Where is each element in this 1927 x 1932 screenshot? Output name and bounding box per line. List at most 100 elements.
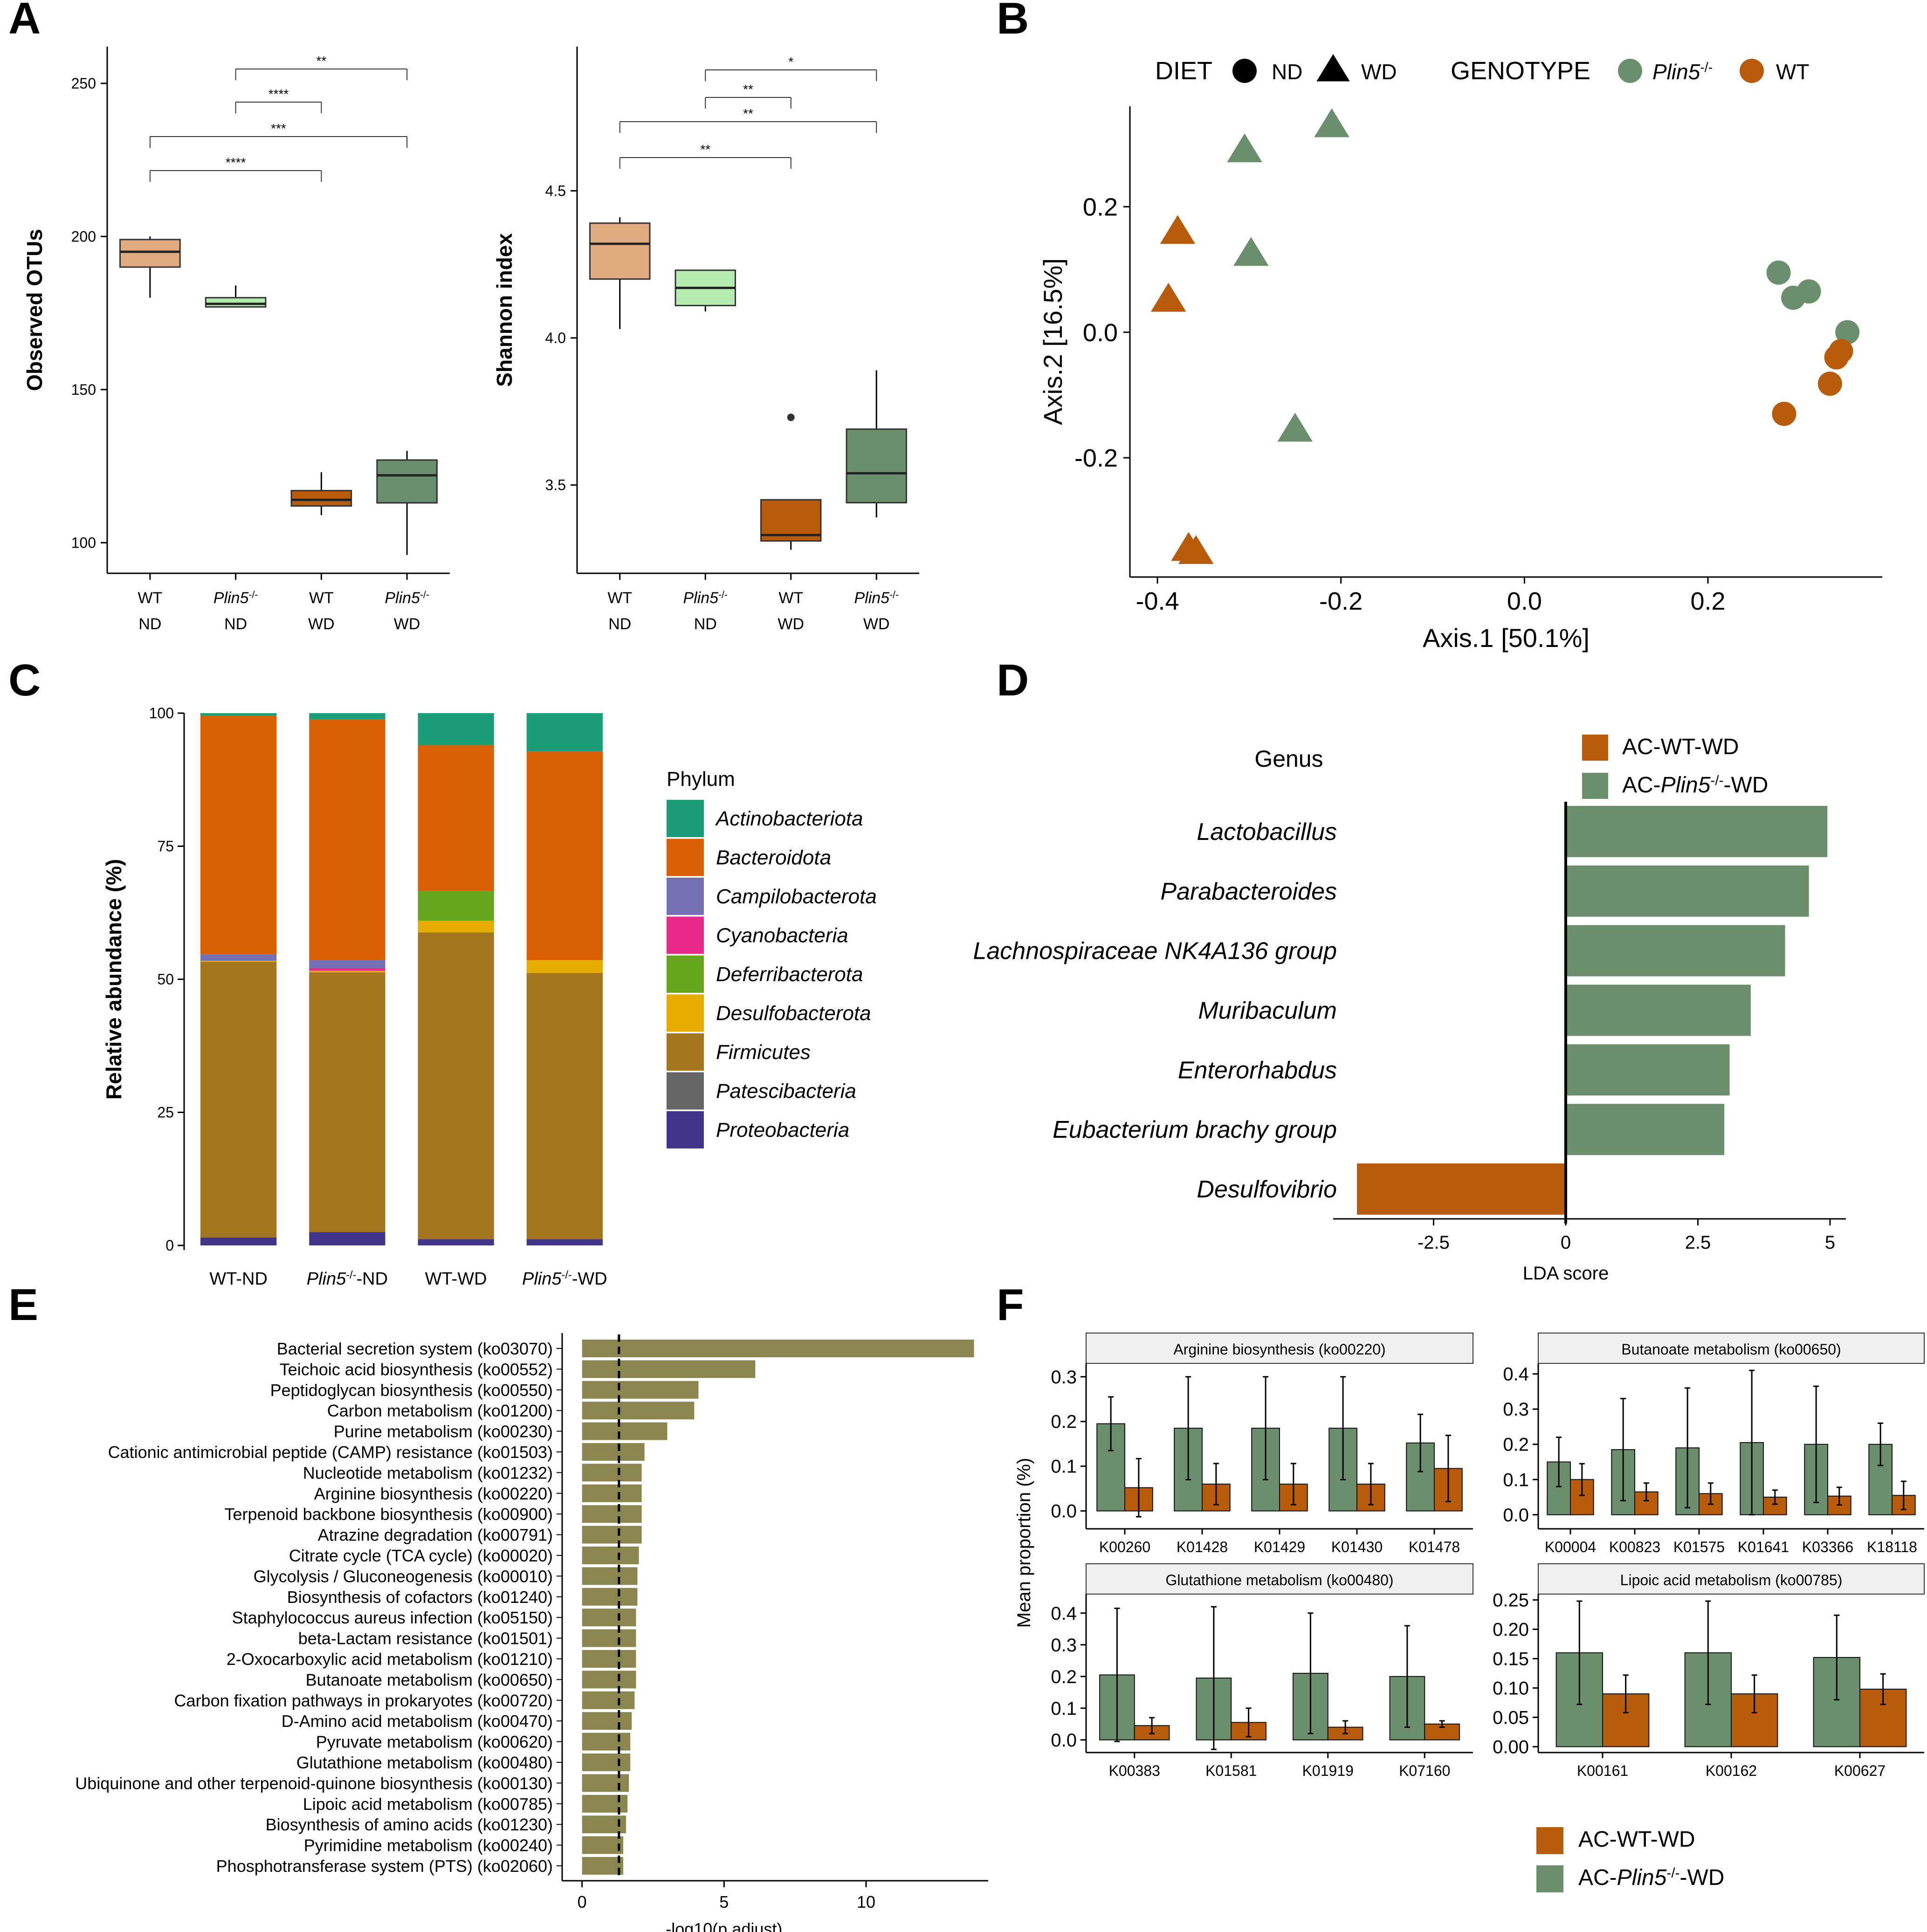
C-bar-segment-desulfobacterota (526, 960, 603, 973)
F-facet-1-x-tick-label: K01429 (1254, 1539, 1305, 1555)
A2-x-tick-label: Plin5-/- (683, 589, 728, 607)
A2-x-tick-label-part-1: -/- (718, 590, 728, 600)
A1-x-tick-label: ND (138, 615, 161, 633)
C-y-tick-label: 75 (157, 838, 174, 855)
F-facet-2-title: Butanoate metabolism (ko00650) (1621, 1341, 1841, 1358)
D-legend-label-plin5-part-0: AC- (1622, 773, 1661, 798)
B-legend-diet-title: DIET (1155, 57, 1212, 85)
A1-x-tick-label: Plin5-/- (213, 589, 258, 607)
E-category-label: Carbon fixation pathways in prokaryotes … (174, 1691, 553, 1710)
C-bar-segment-proteobacteria (200, 1237, 277, 1245)
C-bar-segment-firmicutes (526, 973, 603, 1239)
F-facet-2-y-tick-label: 0.1 (1503, 1470, 1529, 1490)
C-bar-segment-bacteroidota (309, 719, 385, 960)
C-y-tick-label: 25 (157, 1104, 174, 1121)
E-category-label: Biosynthesis of amino acids (ko01230) (266, 1815, 553, 1834)
F-facet-1-x-tick-label: K01478 (1409, 1539, 1460, 1555)
E-bar (582, 1464, 642, 1482)
E-category-label: Staphylococcus aureus infection (ko05150… (232, 1608, 553, 1627)
D-bar (1565, 805, 1828, 857)
E-category-label: D-Amino acid metabolism (ko00470) (282, 1712, 553, 1731)
E-category-label: Peptidoglycan biosynthesis (ko00550) (270, 1381, 553, 1400)
C-bar-segment-bacteroidota (418, 745, 494, 891)
D-legend-label-plin5-part-2: -/- (1710, 773, 1723, 788)
A2-y-tick-label: 3.5 (545, 477, 566, 494)
E-bar (582, 1588, 638, 1606)
panel-letter-C: C (8, 655, 41, 705)
C-bar-segment-campilobacterota (200, 954, 277, 961)
F-y-label: Mean proportion (%) (1014, 1458, 1034, 1628)
C-bar-segment-proteobacteria (526, 1239, 603, 1245)
A2-outlier-point (787, 413, 795, 421)
D-bar (1565, 925, 1785, 976)
B-point-circle (1796, 279, 1821, 304)
E-x-tick-label: 0 (578, 1892, 587, 1911)
C-bar-segment-desulfobacterota (309, 970, 385, 973)
panel-letter-D: D (997, 655, 1029, 705)
E-category-label: Teichoic acid biosynthesis (ko00552) (280, 1360, 553, 1379)
D-category-label: Lachnospiraceae NK4A136 group (973, 938, 1337, 965)
A1-y-tick-label: 250 (71, 75, 96, 92)
D-x-tick-label: 2.5 (1685, 1232, 1711, 1253)
E-bar (582, 1774, 629, 1792)
A2-box (846, 428, 907, 503)
C-legend-label: Desulfobacterota (716, 1002, 871, 1025)
C-legend-label: Bacteroidota (716, 846, 831, 869)
D-category-label: Enterorhabdus (1178, 1057, 1337, 1084)
C-legend-label: Cyanobacteria (716, 924, 848, 947)
E-category-label: Lipoic acid metabolism (ko00785) (303, 1794, 553, 1814)
C-x-tick-label-part-0: Plin5 (307, 1269, 346, 1289)
C-legend-swatch (667, 1111, 704, 1148)
E-bar (582, 1547, 639, 1564)
A1-x-tick-label: WD (394, 615, 420, 633)
F-facet-4-y-tick-label: 0.25 (1493, 1590, 1529, 1611)
B-legend-plin5-symbol (1618, 59, 1642, 83)
A1-y-label: Observed OTUs (22, 229, 47, 391)
C-bar-segment-cyanobacteria (309, 968, 385, 971)
F-facet-4-x-tick-label: K00162 (1706, 1762, 1757, 1779)
F-facet-4-title: Lipoic acid metabolism (ko00785) (1620, 1572, 1843, 1588)
F-legend-label-plin5-part-2: -/- (1666, 1865, 1679, 1881)
F-facet-2-y-tick-label: 0.0 (1503, 1505, 1529, 1526)
C-bar-segment-proteobacteria (309, 1232, 385, 1245)
B-point-triangle (1233, 237, 1269, 266)
B-point-circle (1766, 260, 1791, 285)
A2-x-tick-label: ND (608, 615, 631, 633)
F-facet-3-x-tick-label: K07160 (1399, 1762, 1450, 1779)
F-facet-2-x-tick-label: K03366 (1802, 1539, 1853, 1555)
E-bar (582, 1794, 628, 1813)
C-x-tick-label: WT-ND (209, 1269, 268, 1289)
E-bar (582, 1340, 974, 1357)
F-facet-1-x-tick-label: K01430 (1331, 1539, 1383, 1555)
F-facet-2-y-tick-label: 0.2 (1503, 1435, 1529, 1455)
E-x-tick-label: 10 (857, 1892, 875, 1911)
E-bar (582, 1609, 636, 1627)
F-legend-swatch-wt (1536, 1827, 1563, 1854)
E-category-label: Nucleotide metabolism (ko01232) (303, 1463, 553, 1482)
D-legend-label-plin5-part-3: -WD (1724, 773, 1769, 798)
F-facet-3-x-tick-label: K01581 (1205, 1762, 1257, 1779)
B-legend-nd-symbol (1232, 59, 1257, 83)
F-facet-3-x-tick-label: K01919 (1302, 1762, 1354, 1779)
E-bar (582, 1526, 642, 1544)
panel-letter-A: A (8, 0, 41, 43)
C-x-tick-label: Plin5-/--WD (522, 1269, 607, 1289)
F-facet-1-title: Arginine biosynthesis (ko00220) (1173, 1341, 1385, 1358)
E-bar (582, 1753, 631, 1771)
A1-x-tick-label: WD (308, 615, 335, 633)
C-bar-segment-actinobacteriota (418, 713, 494, 745)
A1-x-tick-label: WT (138, 589, 162, 607)
E-bar (582, 1733, 631, 1751)
panel-letter-B: B (997, 0, 1029, 43)
F-facet-1-y-tick-label: 0.3 (1051, 1367, 1077, 1388)
A2-x-tick-label-part-0: Plin5 (854, 589, 889, 607)
E-category-label: Atrazine degradation (ko00791) (318, 1526, 553, 1545)
C-bar-segment-desulfobacterota (418, 921, 494, 933)
A1-box (290, 490, 352, 507)
F-facet-3-y-tick-label: 0.2 (1051, 1667, 1077, 1687)
B-point-circle (1817, 371, 1842, 396)
C-bar-segment-bacteroidota (526, 751, 603, 960)
D-x-tick-label: 5 (1825, 1232, 1835, 1253)
F-legend-label-plin5-part-1: Plin5 (1617, 1865, 1667, 1890)
A1-x-tick-label-part-1: -/- (420, 590, 429, 600)
